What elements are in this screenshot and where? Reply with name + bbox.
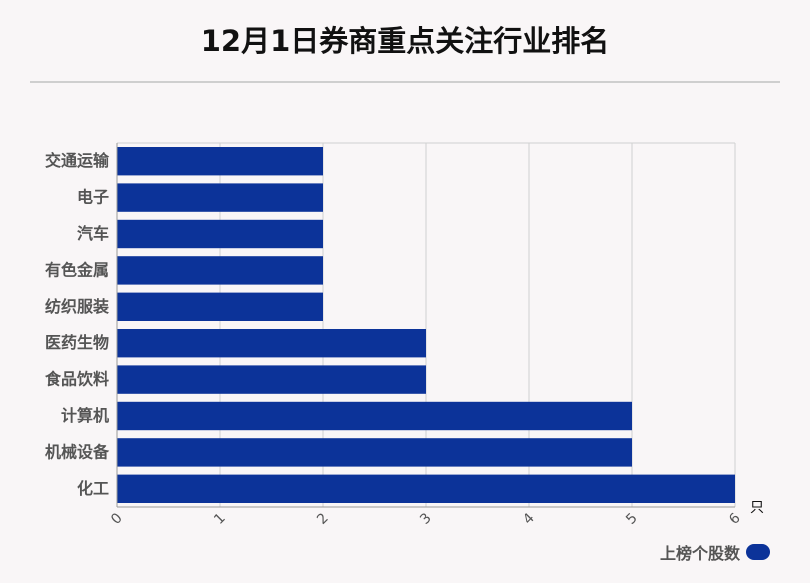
category-label: 汽车 [77,224,109,243]
x-tick-label: 2 [314,510,332,528]
x-tick-label: 6 [726,510,744,528]
bar [117,474,735,503]
x-tick-label: 5 [623,510,641,528]
legend[interactable]: 上榜个股数 [660,540,770,564]
category-label: 机械设备 [45,442,110,461]
bar [117,256,323,285]
title-divider [30,81,780,83]
category-label: 化工 [77,479,109,498]
bar [117,401,632,431]
chart-title: 12月1日券商重点关注行业排名 [200,24,610,58]
bar [117,219,323,249]
bar [117,292,323,321]
bar [117,183,323,212]
bar [117,365,426,394]
legend-swatch[interactable] [746,544,770,560]
x-tick-label: 4 [520,510,538,528]
legend-label: 上榜个股数 [659,544,740,563]
bar [117,147,323,176]
category-label: 电子 [77,188,109,207]
category-label: 计算机 [61,406,109,425]
x-tick-label: 0 [108,510,126,528]
category-label: 医药生物 [45,333,109,352]
bar [117,329,426,358]
x-unit-label: 只 [750,500,764,516]
x-tick-label: 3 [417,510,435,528]
x-tick-label: 1 [211,510,229,528]
category-label: 交通运输 [45,151,110,170]
category-label: 食品饮料 [44,370,109,389]
bar [117,438,632,467]
category-label: 有色金属 [45,260,109,279]
category-label: 纺织服装 [45,297,109,316]
